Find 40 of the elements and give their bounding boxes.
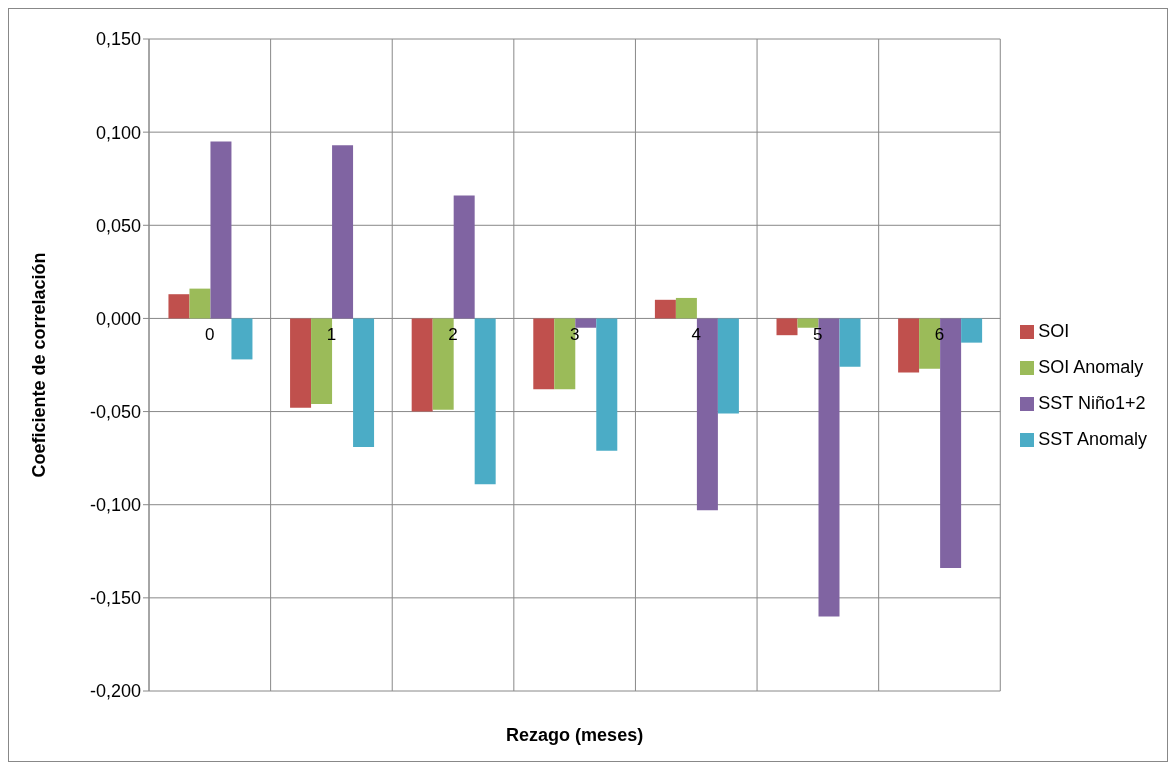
x-tick-label: 6: [934, 325, 945, 345]
bar: [839, 318, 861, 367]
y-tick-label: 0,100: [95, 122, 141, 143]
bar: [210, 141, 232, 319]
x-tick-label: 0: [205, 325, 215, 345]
x-tick-label: 5: [813, 325, 823, 345]
bar: [776, 318, 798, 336]
bar: [411, 318, 433, 412]
bar: [168, 294, 190, 319]
bar: [533, 318, 555, 390]
legend-label: SOI Anomaly: [1038, 357, 1144, 377]
bar: [596, 318, 618, 451]
bar: [353, 318, 375, 447]
x-tick-label: 3: [569, 325, 580, 345]
bar: [717, 318, 739, 414]
bar: [675, 297, 697, 319]
y-tick-label: 0,050: [95, 215, 141, 236]
bar: [474, 318, 496, 485]
y-tick-label: -0,200: [89, 681, 141, 702]
bar: [332, 145, 354, 319]
bar: [189, 288, 211, 319]
y-tick-label: -0,100: [89, 495, 141, 516]
bar: [453, 195, 475, 319]
x-axis-title: Rezago (meses): [506, 725, 644, 745]
bar: [290, 318, 312, 408]
y-tick-label: -0,150: [89, 588, 141, 609]
y-axis-title: Coeficiente de correlación: [29, 252, 50, 478]
bar: [654, 299, 676, 319]
bar: [231, 318, 253, 360]
y-tick-label: -0,050: [89, 401, 141, 422]
bar: [575, 318, 597, 328]
bar: [797, 318, 819, 328]
bar: [961, 318, 983, 343]
legend-label: SST Anomaly: [1038, 429, 1147, 449]
y-tick-label: 0,000: [95, 308, 141, 329]
y-tick-label: 0,150: [95, 29, 141, 50]
bar: [898, 318, 920, 373]
legend-label: SOI: [1038, 321, 1070, 341]
x-tick-label: 1: [326, 325, 337, 345]
legend-label: SST Niño1+2: [1038, 393, 1146, 413]
